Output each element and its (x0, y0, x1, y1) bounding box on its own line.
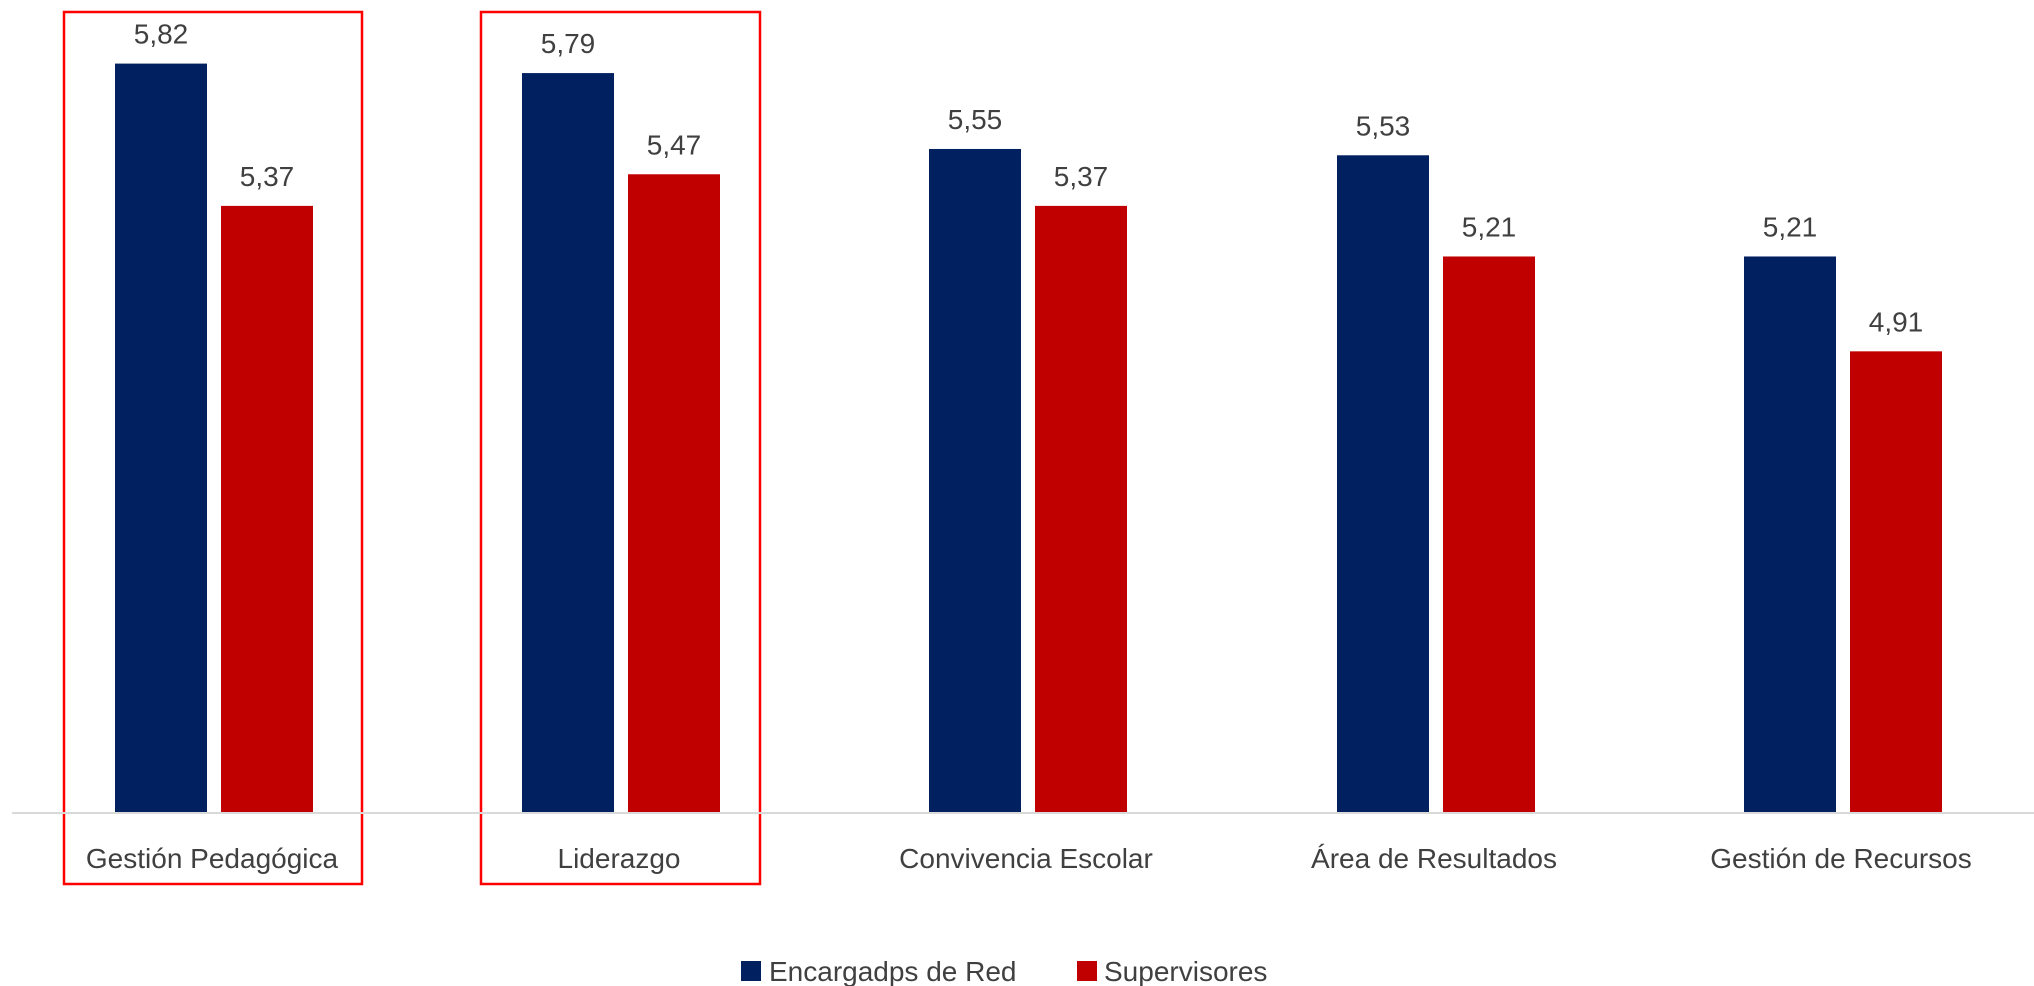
highlight-box-liderazgo (479, 10, 762, 886)
data-label-encargadps-de-red-gestion-pedagogica: 5,82 (134, 19, 189, 50)
bar-encargadps-de-red-liderazgo (522, 73, 614, 814)
bar-encargadps-de-red-gestion-pedagogica (115, 63, 207, 813)
category-label-gestion-de-recursos: Gestión de Recursos (1710, 843, 1971, 874)
bar-supervisores-liderazgo (628, 174, 720, 813)
bar-encargadps-de-red-area-de-resultados (1337, 155, 1429, 814)
category-label-area-de-resultados: Área de Resultados (1311, 843, 1557, 874)
legend-swatch-supervisores (1077, 961, 1097, 981)
bar-supervisores-area-de-resultados (1443, 256, 1535, 813)
data-label-supervisores-area-de-resultados: 5,21 (1462, 211, 1517, 242)
bar-encargadps-de-red-convivencia-escolar (929, 148, 1021, 813)
data-label-encargadps-de-red-convivencia-escolar: 5,55 (948, 104, 1003, 135)
data-label-supervisores-gestion-de-recursos: 4,91 (1869, 306, 1924, 337)
highlight-box-gestion-pedagogica (62, 10, 364, 886)
legend-label-encargadps-de-red: Encargadps de Red (769, 956, 1017, 986)
legend-swatch-encargadps-de-red (741, 961, 761, 981)
data-label-encargadps-de-red-gestion-de-recursos: 5,21 (1763, 211, 1818, 242)
data-label-supervisores-convivencia-escolar: 5,37 (1054, 161, 1109, 192)
value-labels: 5,82 5,37 5,79 5,47 5,55 5,37 5,53 5,21 5,21 4,91 (134, 19, 1924, 338)
category-label-gestion-pedagogica: Gestión Pedagógica (86, 843, 339, 874)
bar-supervisores-gestion-de-recursos (1850, 351, 1942, 813)
bar-supervisores-gestion-pedagogica (221, 205, 313, 813)
category-labels: Gestión Pedagógica Liderazgo Convivencia E… (86, 843, 1972, 874)
category-label-liderazgo: Liderazgo (558, 843, 681, 874)
data-label-encargadps-de-red-liderazgo: 5,79 (541, 28, 596, 59)
bars (115, 63, 1942, 814)
legend: Encargadps de Red Supervisores (741, 956, 1267, 986)
category-label-convivencia-escolar: Convivencia Escolar (899, 843, 1153, 874)
highlight-boxes (62, 10, 762, 886)
data-label-encargadps-de-red-area-de-resultados: 5,53 (1356, 110, 1411, 141)
data-label-supervisores-liderazgo: 5,47 (647, 129, 702, 160)
bar-supervisores-convivencia-escolar (1035, 205, 1127, 813)
legend-label-supervisores: Supervisores (1104, 956, 1267, 986)
bar-encargadps-de-red-gestion-de-recursos (1744, 256, 1836, 813)
data-label-supervisores-gestion-pedagogica: 5,37 (240, 161, 295, 192)
